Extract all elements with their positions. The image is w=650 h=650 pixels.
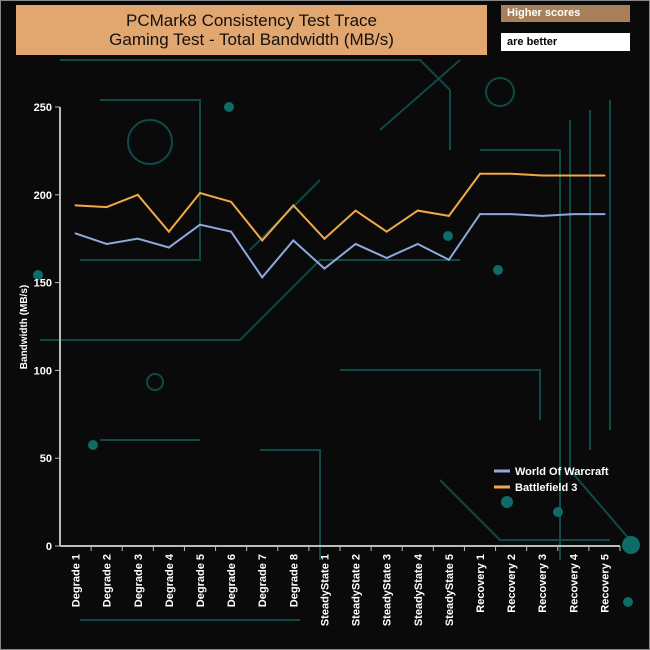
data-point — [541, 214, 544, 217]
data-point — [447, 214, 450, 217]
x-tick-label: Degrade 8 — [288, 554, 300, 607]
x-tick-label: Recovery 4 — [568, 553, 580, 613]
data-point — [167, 230, 170, 233]
x-tick-label: SteadyState 3 — [382, 554, 394, 626]
data-point — [261, 239, 264, 242]
data-point — [167, 246, 170, 249]
data-point — [603, 213, 606, 216]
data-point — [292, 204, 295, 207]
data-point — [292, 239, 295, 242]
are-better-note: are better — [501, 33, 630, 51]
x-tick-label: Degrade 2 — [102, 554, 114, 607]
legend-label: World Of Warcraft — [515, 466, 609, 478]
x-tick-label: Recovery 1 — [475, 554, 487, 613]
data-point — [479, 172, 481, 175]
y-tick-label: 0 — [46, 541, 52, 553]
data-point — [385, 230, 388, 233]
data-point — [479, 213, 481, 216]
legend-label: Battlefield 3 — [515, 482, 577, 494]
title-line-2: Gaming Test - Total Bandwidth (MB/s) — [109, 30, 394, 49]
data-point — [105, 206, 108, 209]
x-tick-label: Degrade 5 — [195, 554, 207, 607]
x-tick-label: Recovery 5 — [599, 554, 611, 613]
data-point — [199, 192, 201, 195]
x-tick-label: Degrade 1 — [71, 554, 83, 607]
series-line-world-of-warcraft — [75, 213, 605, 279]
data-point — [230, 200, 233, 203]
data-point — [416, 242, 419, 245]
x-tick-label: SteadyState 2 — [351, 554, 363, 626]
y-tick-label: 150 — [34, 278, 52, 290]
data-point — [510, 172, 513, 175]
data-point — [105, 242, 108, 245]
data-point — [261, 276, 264, 279]
y-axis-label: Bandwidth (MB/s) — [19, 285, 30, 369]
x-tick-label: SteadyState 4 — [413, 553, 425, 626]
x-tick-label: Degrade 6 — [226, 554, 238, 607]
data-point — [323, 267, 326, 270]
y-tick-label: 250 — [34, 102, 52, 114]
x-tick-label: SteadyState 5 — [444, 554, 456, 626]
data-point — [572, 213, 575, 216]
y-tick-label: 100 — [34, 365, 52, 377]
data-point — [74, 204, 77, 207]
data-point — [510, 213, 513, 216]
data-point — [136, 237, 139, 240]
data-point — [416, 209, 419, 212]
series-line-battlefield-3 — [75, 172, 605, 243]
y-tick-label: 50 — [40, 453, 52, 465]
data-point — [354, 209, 357, 212]
higher-scores-note: Higher scores — [501, 5, 630, 22]
data-point — [385, 257, 388, 260]
chart-title: PCMark8 Consistency Test Trace Gaming Te… — [16, 5, 487, 55]
data-point — [230, 230, 233, 233]
data-point — [447, 258, 450, 261]
data-point — [136, 193, 139, 196]
title-line-1: PCMark8 Consistency Test Trace — [126, 11, 377, 30]
data-point — [354, 242, 357, 245]
data-point — [572, 174, 575, 177]
data-point — [323, 237, 326, 240]
x-tick-label: Recovery 3 — [537, 554, 549, 613]
x-tick-label: Degrade 7 — [257, 554, 269, 607]
y-tick-label: 200 — [34, 190, 52, 202]
data-point — [541, 174, 544, 177]
data-point — [199, 223, 201, 226]
data-point — [603, 174, 606, 177]
data-point — [74, 232, 77, 235]
x-tick-label: Degrade 4 — [164, 553, 176, 607]
x-tick-label: Recovery 2 — [506, 554, 518, 613]
x-tick-label: Degrade 3 — [133, 554, 145, 607]
x-tick-label: SteadyState 1 — [319, 554, 331, 626]
